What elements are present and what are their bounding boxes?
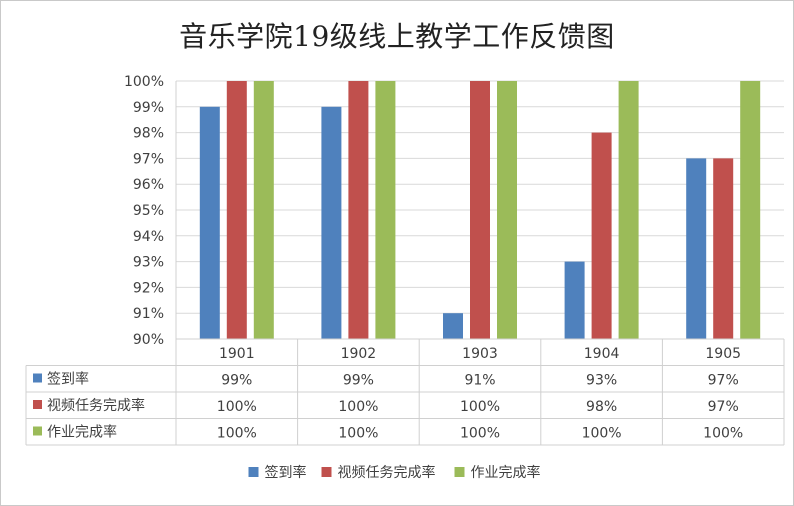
y-tick-label: 93%: [133, 255, 164, 271]
bar-3-1901: [253, 81, 274, 339]
y-tick-label: 99%: [133, 100, 164, 116]
bar-1-1901: [199, 106, 220, 339]
table-series-name: 作业完成率: [47, 424, 117, 441]
y-tick-label: 95%: [133, 203, 164, 219]
y-tick-label: 100%: [124, 74, 164, 90]
bar-2-1901: [226, 81, 247, 339]
bar-3-1905: [740, 81, 761, 339]
table-cell-value: 91%: [464, 373, 495, 389]
table-cell-value: 100%: [460, 399, 500, 415]
legend-label: 作业完成率: [471, 464, 541, 481]
legend-swatch: [454, 467, 465, 477]
table-series-name: 签到率: [47, 371, 89, 388]
table-cell-value: 99%: [221, 373, 252, 389]
table-cell-value: 100%: [582, 426, 622, 442]
table-cell-value: 99%: [343, 373, 374, 389]
bar-1-1905: [686, 158, 707, 339]
bar-2-1905: [713, 158, 734, 339]
x-category-label: 1903: [462, 346, 498, 362]
y-tick-label: 94%: [133, 229, 164, 245]
x-category-label: 1901: [219, 346, 255, 362]
bar-3-1904: [618, 81, 639, 339]
bar-2-1903: [470, 81, 490, 339]
bar-2-1902: [348, 81, 369, 339]
y-tick-label: 97%: [133, 151, 164, 167]
bar-1-1904: [564, 261, 585, 339]
bar-3-1902: [375, 81, 396, 339]
table-legend-key: [33, 426, 42, 436]
bar-1-1903: [443, 313, 463, 339]
table-cell-value: 97%: [708, 373, 739, 389]
table-cell-value: 100%: [338, 399, 378, 415]
legend-swatch: [321, 467, 332, 477]
chart-title: 音乐学院19级线上教学工作反馈图: [179, 20, 615, 53]
legend-label: 视频任务完成率: [338, 464, 436, 481]
bar-1-1902: [321, 106, 342, 339]
bar-3-1903: [497, 81, 517, 339]
table-cell-value: 100%: [217, 399, 257, 415]
legend-label: 签到率: [265, 464, 307, 481]
table-series-name: 视频任务完成率: [47, 397, 145, 414]
table-cell-value: 100%: [217, 426, 257, 442]
table-legend-key: [33, 400, 42, 409]
bar-2-1904: [591, 132, 612, 339]
x-category-label: 1902: [341, 346, 377, 362]
table-legend-key: [33, 373, 42, 383]
table-cell-value: 93%: [586, 373, 617, 389]
y-tick-label: 96%: [133, 177, 164, 193]
x-category-label: 1905: [705, 346, 741, 362]
y-tick-label: 98%: [133, 126, 164, 142]
y-tick-label: 92%: [133, 280, 164, 296]
x-category-label: 1904: [584, 346, 620, 362]
table-cell-value: 100%: [460, 426, 500, 442]
legend-swatch: [248, 467, 259, 477]
table-cell-value: 98%: [586, 399, 617, 415]
table-cell-value: 100%: [338, 426, 378, 442]
y-tick-label: 90%: [133, 332, 164, 348]
table-cell-value: 97%: [708, 399, 739, 415]
y-tick-label: 91%: [133, 306, 164, 322]
table-cell-value: 100%: [703, 426, 743, 442]
